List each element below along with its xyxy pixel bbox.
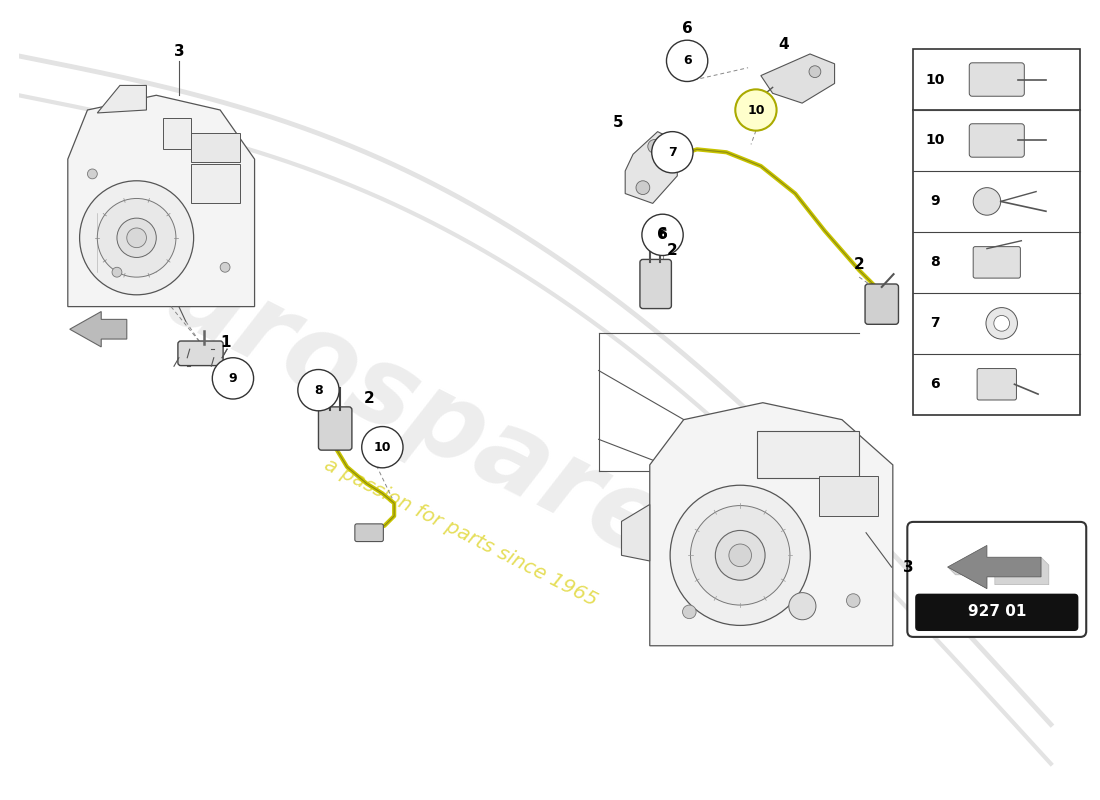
Circle shape — [729, 544, 751, 566]
Circle shape — [220, 262, 230, 272]
Text: 6: 6 — [657, 227, 668, 242]
Text: 8: 8 — [315, 384, 322, 397]
FancyBboxPatch shape — [915, 594, 1078, 631]
Circle shape — [642, 214, 683, 255]
Bar — [190, 164, 240, 203]
Text: 5: 5 — [613, 115, 624, 130]
Circle shape — [117, 218, 156, 258]
Circle shape — [212, 358, 254, 399]
FancyBboxPatch shape — [355, 524, 384, 542]
Bar — [920, 598, 1075, 627]
Circle shape — [97, 198, 176, 277]
Polygon shape — [761, 54, 835, 103]
Text: a passion for parts since 1965: a passion for parts since 1965 — [321, 455, 601, 610]
Text: 6: 6 — [683, 54, 692, 67]
Circle shape — [808, 66, 821, 78]
Circle shape — [298, 370, 339, 411]
Circle shape — [974, 188, 1001, 215]
Text: 927 01: 927 01 — [968, 604, 1026, 619]
Circle shape — [715, 530, 766, 580]
Circle shape — [670, 486, 811, 626]
Circle shape — [691, 506, 790, 605]
Circle shape — [682, 605, 696, 618]
Circle shape — [362, 426, 403, 468]
FancyBboxPatch shape — [908, 522, 1086, 637]
FancyBboxPatch shape — [865, 284, 899, 324]
Text: 6: 6 — [930, 378, 939, 391]
Circle shape — [667, 40, 707, 82]
Text: 9: 9 — [229, 372, 238, 385]
Bar — [820, 476, 878, 516]
Text: 2: 2 — [667, 243, 678, 258]
FancyBboxPatch shape — [640, 259, 671, 309]
Text: 1: 1 — [220, 335, 230, 350]
Bar — [757, 431, 859, 478]
Text: 9: 9 — [930, 194, 939, 209]
Text: 10: 10 — [374, 441, 392, 454]
Text: 7: 7 — [668, 146, 676, 158]
Text: eurospares: eurospares — [82, 207, 741, 613]
Text: 7: 7 — [930, 316, 939, 330]
Polygon shape — [947, 546, 1041, 589]
Bar — [190, 133, 240, 162]
Circle shape — [847, 594, 860, 607]
Text: 8: 8 — [930, 255, 939, 270]
Text: 3: 3 — [174, 43, 184, 58]
Text: 3: 3 — [903, 560, 914, 574]
FancyBboxPatch shape — [969, 63, 1024, 96]
Text: 4: 4 — [778, 37, 789, 52]
Polygon shape — [68, 95, 254, 306]
Circle shape — [648, 139, 661, 154]
Circle shape — [636, 181, 650, 194]
Circle shape — [79, 181, 194, 295]
Text: 10: 10 — [747, 103, 764, 117]
Text: 2: 2 — [364, 390, 375, 406]
FancyBboxPatch shape — [977, 369, 1016, 400]
Polygon shape — [947, 557, 1049, 589]
Polygon shape — [97, 86, 146, 113]
Polygon shape — [69, 311, 126, 347]
Text: 6: 6 — [682, 21, 693, 36]
FancyBboxPatch shape — [319, 407, 352, 450]
Circle shape — [88, 169, 97, 179]
Polygon shape — [650, 402, 893, 646]
Bar — [913, 49, 1080, 110]
FancyBboxPatch shape — [974, 246, 1021, 278]
Circle shape — [993, 315, 1010, 331]
Text: 10: 10 — [925, 134, 945, 147]
Bar — [163, 118, 190, 150]
Polygon shape — [625, 132, 678, 203]
Text: 10: 10 — [925, 73, 945, 86]
Circle shape — [986, 307, 1018, 339]
Bar — [913, 110, 1080, 414]
FancyBboxPatch shape — [969, 124, 1024, 157]
FancyBboxPatch shape — [178, 341, 223, 366]
Circle shape — [789, 593, 816, 620]
Text: 2: 2 — [854, 257, 865, 272]
Circle shape — [651, 132, 693, 173]
Text: 6: 6 — [658, 228, 667, 242]
Circle shape — [126, 228, 146, 248]
Circle shape — [735, 90, 777, 130]
Polygon shape — [621, 505, 650, 561]
Circle shape — [112, 267, 122, 277]
